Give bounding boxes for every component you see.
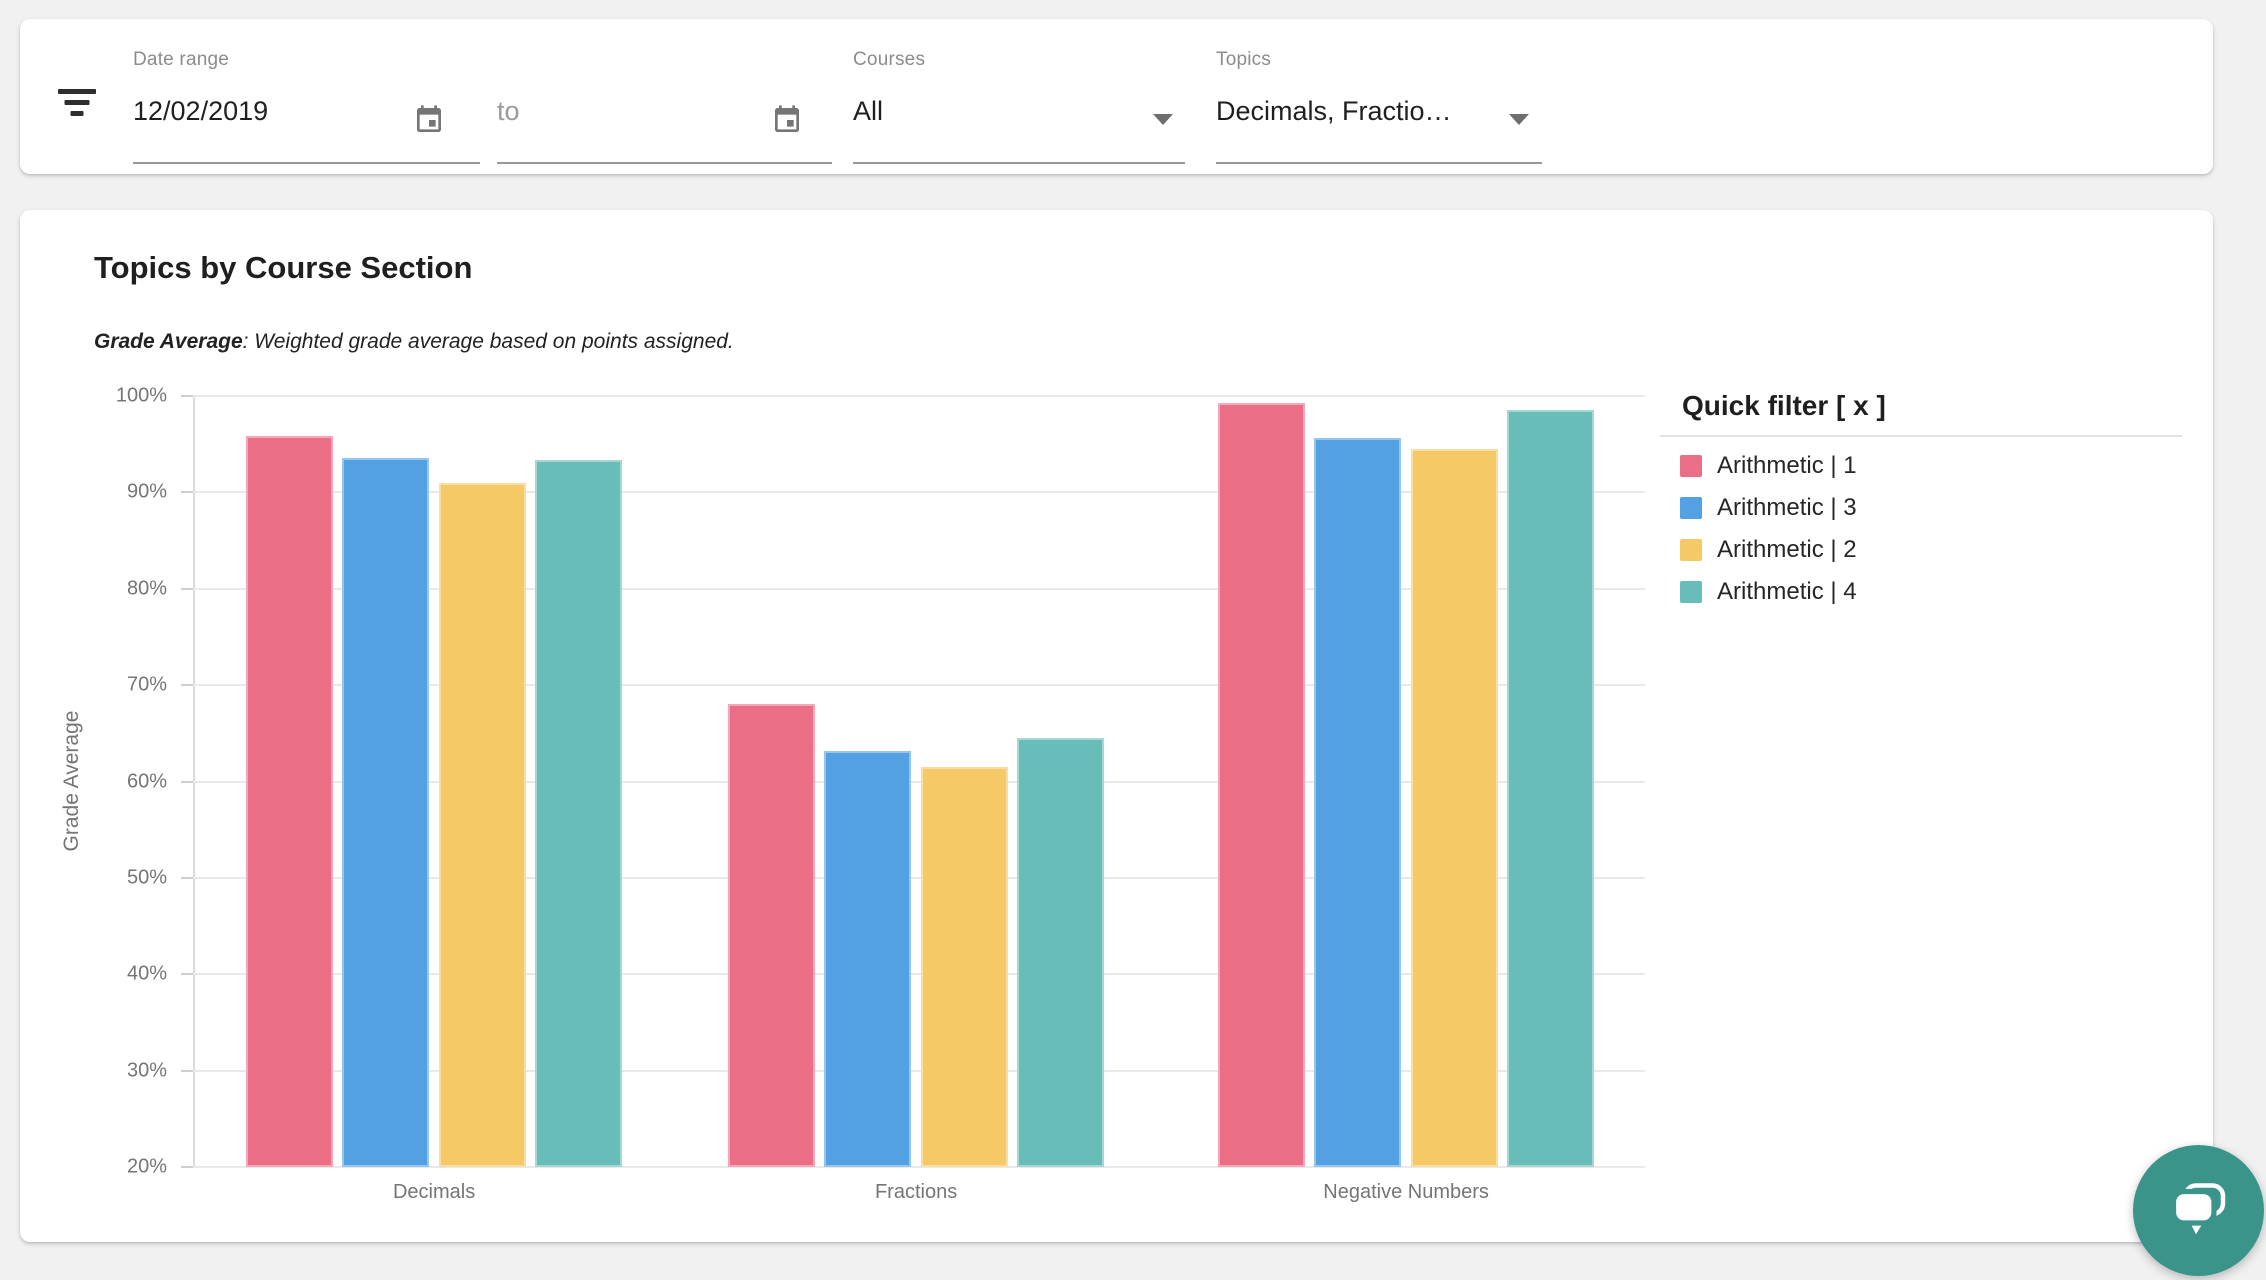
calendar-icon[interactable]	[413, 104, 445, 136]
y-tick-label: 80%	[126, 577, 167, 600]
date-range-label: Date range	[133, 49, 230, 70]
y-axis-tick	[181, 973, 193, 976]
gridline	[193, 780, 1645, 783]
legend-item-arithmetic-4[interactable]: Arithmetic | 4	[1680, 578, 2182, 605]
bar-arithmetic-1-negative-numbers[interactable]	[1218, 402, 1305, 1167]
bar-arithmetic-4-decimals[interactable]	[535, 459, 623, 1167]
calendar-icon[interactable]	[771, 104, 803, 136]
legend-swatch	[1680, 539, 1702, 561]
subtitle-term: Grade Average	[94, 330, 243, 353]
legend-item-arithmetic-3[interactable]: Arithmetic | 3	[1680, 494, 2182, 521]
topics-by-course-section-card: Topics by Course Section Grade Average: …	[20, 210, 2213, 1242]
bar-arithmetic-2-negative-numbers[interactable]	[1410, 449, 1498, 1167]
end-date-input[interactable]: to	[497, 96, 520, 126]
filter-bar: Date range 12/02/2019 to Courses All Top…	[20, 19, 2213, 174]
y-tick-label: 70%	[126, 673, 167, 696]
legend-swatch	[1680, 497, 1702, 519]
y-axis-tick	[181, 780, 193, 783]
y-axis-tick	[181, 491, 193, 494]
gridline	[193, 684, 1645, 687]
bar-arithmetic-2-fractions[interactable]	[920, 767, 1008, 1167]
y-tick-label: 90%	[126, 480, 167, 503]
topics-select[interactable]: Topics Decimals, Fractio…	[1216, 49, 1542, 164]
legend-swatch	[1680, 455, 1702, 477]
chat-bubbles-icon	[2170, 1182, 2225, 1234]
start-date-input[interactable]: 12/02/2019	[133, 96, 269, 126]
gridline	[193, 1069, 1645, 1072]
quick-filter-title[interactable]: Quick filter [ x ]	[1682, 390, 1886, 421]
bar-arithmetic-4-negative-numbers[interactable]	[1507, 410, 1595, 1167]
y-tick-label: 30%	[126, 1059, 167, 1082]
legend-item-label: Arithmetic | 2	[1717, 536, 1857, 563]
filter-bar-line	[58, 89, 96, 94]
bar-arithmetic-1-decimals[interactable]	[246, 436, 333, 1167]
input-underline	[1216, 162, 1542, 164]
y-tick-label: 20%	[126, 1155, 167, 1178]
y-tick-label: 40%	[126, 962, 167, 985]
chart-title: Topics by Course Section	[94, 250, 473, 285]
bar-arithmetic-1-fractions[interactable]	[728, 704, 815, 1167]
input-underline	[853, 162, 1185, 164]
caret-down-icon[interactable]	[1509, 114, 1529, 125]
legend-item-arithmetic-1[interactable]: Arithmetic | 1	[1680, 452, 2182, 479]
y-tick-label: 50%	[126, 866, 167, 889]
legend-items: Arithmetic | 1 Arithmetic | 3 Arithmetic |…	[1660, 452, 2182, 605]
bar-arithmetic-3-fractions[interactable]	[824, 750, 912, 1167]
input-underline	[133, 162, 480, 164]
filter-bar-line	[64, 100, 90, 105]
gridline	[193, 587, 1645, 590]
bar-arithmetic-3-decimals[interactable]	[342, 457, 430, 1167]
bar-chart-plot: 100% 90% 80% 70% 60% 50% 40% 30% 20% Decimals Frac…	[116, 385, 1645, 1203]
quick-filter-legend: Quick filter [ x ] Arithmetic | 1 Arithme…	[1660, 390, 2182, 623]
courses-select[interactable]: Courses All	[853, 49, 1185, 164]
caret-down-icon[interactable]	[1153, 114, 1173, 125]
gridline	[193, 1166, 1645, 1168]
bar-arithmetic-2-decimals[interactable]	[438, 482, 526, 1167]
filter-list-icon[interactable]	[58, 89, 96, 117]
chart-subtitle: Grade Average: Weighted grade average ba…	[94, 330, 734, 354]
legend-divider	[1660, 435, 2182, 437]
y-axis-tick	[181, 876, 193, 879]
filter-bar-line	[70, 111, 84, 116]
y-axis-tick	[181, 395, 193, 397]
start-date-field[interactable]: Date range 12/02/2019	[133, 49, 480, 164]
y-axis-tick	[181, 1069, 193, 1072]
gridline	[193, 876, 1645, 879]
courses-value[interactable]: All	[853, 96, 884, 126]
legend-item-arithmetic-2[interactable]: Arithmetic | 2	[1680, 536, 2182, 563]
y-axis-tick	[181, 684, 193, 687]
y-tick-label: 60%	[126, 770, 167, 792]
y-tick-label: 100%	[115, 384, 167, 407]
chat-launcher-button[interactable]	[2133, 1145, 2264, 1276]
x-category-label: Negative Numbers	[1323, 1181, 1489, 1203]
legend-item-label: Arithmetic | 1	[1717, 452, 1857, 479]
courses-label: Courses	[853, 49, 926, 70]
y-axis-tick	[181, 587, 193, 590]
legend-item-label: Arithmetic | 3	[1717, 494, 1857, 521]
topics-label: Topics	[1216, 49, 1272, 70]
gridline	[193, 395, 1645, 397]
bar-arithmetic-4-fractions[interactable]	[1017, 738, 1105, 1167]
legend-item-label: Arithmetic | 4	[1717, 578, 1857, 605]
y-axis-tick	[181, 1166, 193, 1168]
gridline	[193, 491, 1645, 494]
input-underline	[497, 162, 832, 164]
topics-value[interactable]: Decimals, Fractio…	[1216, 96, 1452, 126]
x-category-label: Fractions	[874, 1181, 958, 1203]
gridline	[193, 973, 1645, 976]
bar-arithmetic-3-negative-numbers[interactable]	[1314, 438, 1402, 1167]
subtitle-text: : Weighted grade average based on points…	[242, 330, 734, 353]
legend-swatch	[1680, 581, 1702, 603]
x-category-label: Decimals	[392, 1181, 476, 1203]
